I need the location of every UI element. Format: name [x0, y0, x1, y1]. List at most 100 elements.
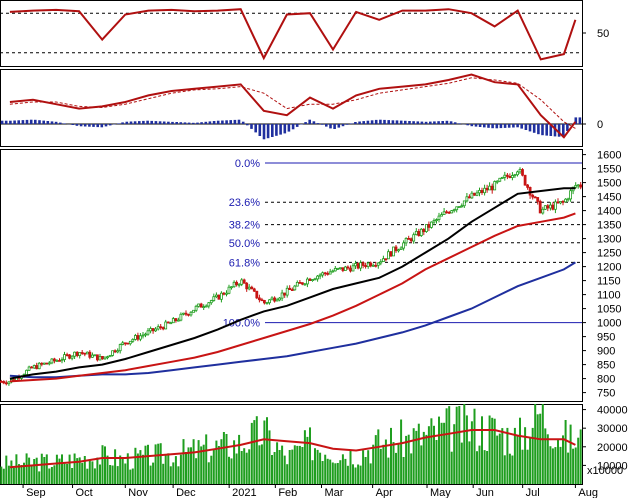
volume-panel [0, 404, 582, 484]
volume-bar [129, 469, 132, 484]
volume-bar [496, 435, 499, 484]
candle-body [500, 176, 504, 179]
candle-body [250, 286, 254, 290]
volume-bar [101, 445, 104, 484]
volume-bar [45, 454, 48, 484]
candle-body [164, 321, 168, 330]
volume-bar [139, 450, 142, 484]
candle-body [174, 318, 178, 322]
candle-body [478, 189, 481, 194]
candle-body [513, 174, 517, 177]
volume-bar [433, 425, 435, 484]
candle-body [230, 286, 233, 289]
volume-bar [384, 439, 387, 484]
macd-histogram-bar [308, 119, 311, 124]
candle-body [80, 352, 84, 354]
candle-body [359, 262, 363, 269]
macd-histogram-bar [300, 124, 303, 125]
candle-body [333, 267, 337, 272]
candle-body [265, 302, 269, 305]
volume-bar [564, 420, 567, 484]
macd-histogram-bar [196, 122, 199, 124]
candle-body [384, 258, 388, 261]
volume-bar [536, 414, 539, 484]
volume-bar [546, 434, 549, 484]
volume-bar [88, 460, 91, 484]
candle-body [457, 206, 461, 209]
macd-histogram-bar [92, 124, 95, 127]
candle-body [73, 351, 76, 357]
candle-body [311, 279, 314, 282]
candle-body [260, 299, 264, 302]
macd-histogram-bar [246, 124, 249, 126]
volume-bar [334, 463, 337, 484]
volume-bar [286, 464, 289, 484]
candle-body [518, 169, 522, 173]
candle-body [98, 355, 102, 361]
volume-bar [410, 453, 413, 484]
macd-histogram-bar [433, 121, 436, 124]
volume-bar [222, 432, 225, 484]
candle-body [503, 174, 507, 178]
volume-bar [412, 428, 415, 484]
x-axis-label: 2021 [232, 487, 256, 498]
volume-bar [83, 456, 86, 484]
volume-bar [81, 462, 84, 484]
macd-histogram-bar [83, 124, 87, 127]
candle-body [551, 204, 555, 210]
moving-average-slow [9, 261, 576, 379]
volume-bar [392, 442, 395, 484]
volume-bar [53, 465, 56, 484]
macd-histogram-bar [142, 120, 145, 124]
fibonacci-level-label: 23.6% [229, 197, 260, 209]
macd-histogram-bar [250, 124, 253, 129]
volume-bar [15, 454, 18, 484]
volume-bar [468, 441, 471, 484]
candle-body [53, 358, 56, 362]
x-axis-label: Jun [476, 487, 494, 498]
candle-body [349, 267, 352, 272]
volume-bar [521, 449, 524, 484]
volume-bar [157, 443, 160, 484]
volume-bar [438, 416, 440, 484]
volume-bar [531, 427, 534, 484]
volume-bar [12, 467, 15, 484]
candle-body [495, 180, 499, 183]
candle-body [37, 362, 41, 370]
candle-body [68, 354, 71, 359]
volume-bar [266, 417, 268, 484]
price-tick-label: 950 [597, 332, 615, 344]
macd-histogram-bar [420, 121, 424, 124]
volume-bar [5, 455, 8, 484]
volume-bar [185, 452, 187, 484]
macd-histogram-bar [54, 121, 58, 124]
candle-body [462, 200, 466, 207]
candle-body [447, 211, 451, 214]
candle-body [197, 303, 201, 307]
macd-histogram-bar [333, 124, 336, 129]
candle-body [467, 196, 471, 199]
x-axis-label: Oct [76, 487, 93, 498]
macd-histogram-bar [63, 123, 66, 124]
price-tick-label: 1450 [597, 192, 621, 204]
volume-bar [0, 466, 3, 484]
volume-tick-label: 10000 [597, 460, 628, 472]
volume-moving-average [9, 429, 576, 469]
volume-bar [116, 466, 119, 484]
macd-histogram-bar [316, 123, 320, 124]
macd-histogram-bar [383, 119, 386, 124]
candle-body [240, 279, 244, 285]
macd-histogram-bar [162, 121, 166, 124]
volume-bar [207, 462, 210, 484]
volume-bar [513, 427, 516, 484]
macd-histogram-bar [208, 121, 212, 124]
candle-body [131, 338, 135, 342]
fibonacci-level-label: 61.8% [229, 257, 260, 269]
candle-body [440, 214, 444, 217]
candle-body [116, 350, 120, 353]
volume-bar [238, 434, 241, 484]
volume-bar [511, 455, 514, 484]
volume-bar [524, 427, 527, 484]
macd-histogram-bar [187, 122, 191, 124]
candle-body [63, 354, 66, 361]
